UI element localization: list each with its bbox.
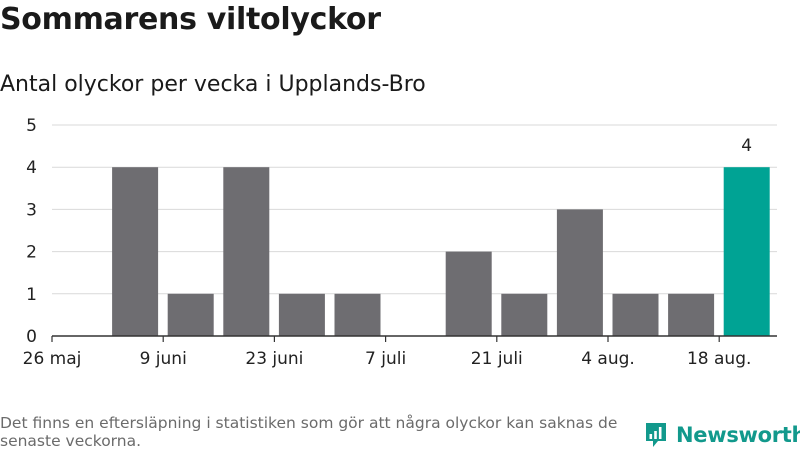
bar-11-aug (668, 293, 715, 336)
x-tick-label: 4 aug. (581, 349, 635, 369)
chart-subtitle: Antal olyckor per vecka i Upplands-Bro (0, 72, 426, 97)
bar-chart: 0 1 2 3 4 5 26 maj 9 juni 23 juni 7 juli 21 juli 4 … (23, 116, 777, 369)
gridlines (52, 124, 777, 295)
x-tick-label: 7 juli (365, 349, 406, 369)
bar-16-juni (223, 167, 270, 336)
bar-4-aug (612, 293, 659, 336)
newsworthy-logo-icon (646, 423, 666, 447)
y-tick-label: 0 (26, 327, 37, 347)
bar-30-juni (334, 293, 381, 336)
bar-2-juni (112, 167, 159, 336)
chart-title: Sommarens viltolyckor (0, 2, 381, 37)
y-tick-label: 5 (26, 116, 37, 136)
bar-23-juni (278, 293, 325, 336)
bar-14-juli (445, 251, 492, 336)
y-tick-label: 2 (26, 243, 37, 263)
labels: 0 1 2 3 4 5 26 maj 9 juni 23 juni 7 juli 21 juli 4 … (23, 116, 752, 369)
footnote: Det finns en eftersläpning i statistiken… (0, 414, 618, 450)
bar-9-juni (167, 293, 214, 336)
y-tick-label: 4 (26, 158, 37, 178)
bar-21-juli (501, 293, 548, 336)
bars (112, 167, 770, 336)
x-tick-label: 21 juli (471, 349, 523, 369)
brand-name: Newsworthy (676, 423, 800, 447)
y-tick-label: 1 (26, 285, 37, 305)
axes (51, 335, 777, 342)
x-tick-label: 18 aug. (687, 349, 751, 369)
bar-28-juli (556, 209, 603, 336)
bar-18-aug (723, 167, 770, 336)
x-tick-label: 23 juni (245, 349, 303, 369)
data-label: 4 (741, 136, 752, 156)
x-tick-label: 26 maj (23, 349, 82, 369)
x-tick-label: 9 juni (140, 349, 187, 369)
y-tick-label: 3 (26, 200, 37, 220)
brand-logo: Newsworthy (644, 420, 800, 450)
